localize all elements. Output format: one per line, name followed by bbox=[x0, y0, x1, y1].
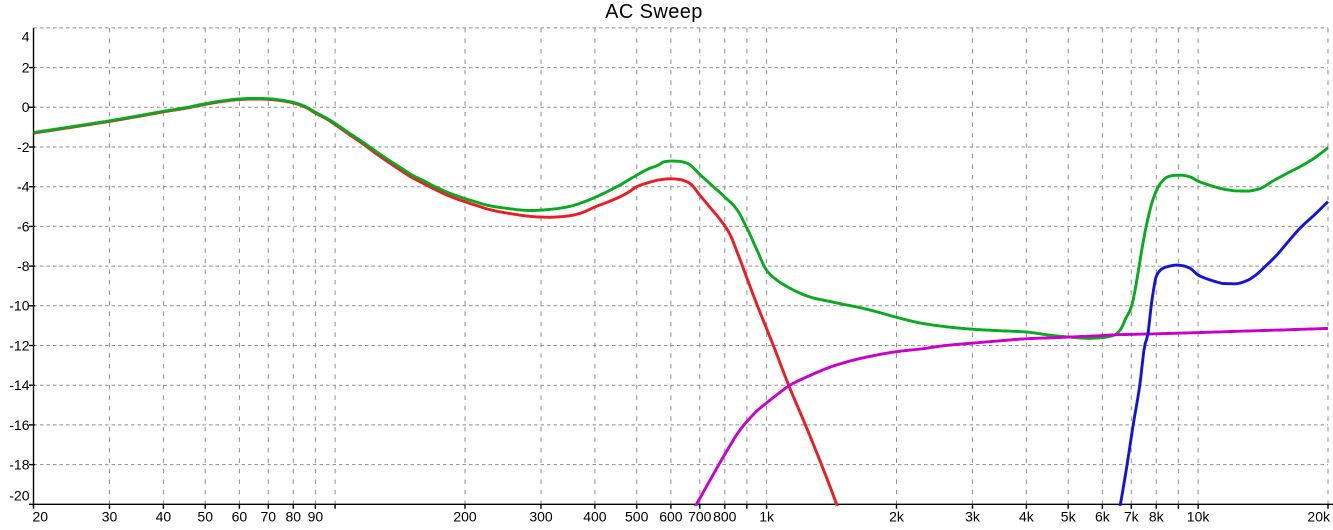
svg-text:-12: -12 bbox=[9, 337, 29, 353]
svg-text:6k: 6k bbox=[1095, 509, 1111, 525]
svg-text:-8: -8 bbox=[17, 258, 30, 274]
svg-text:-10: -10 bbox=[9, 298, 29, 314]
svg-text:20: 20 bbox=[33, 509, 49, 525]
svg-text:5k: 5k bbox=[1061, 509, 1077, 525]
svg-text:1k: 1k bbox=[759, 509, 775, 525]
svg-text:20k: 20k bbox=[1307, 509, 1331, 525]
svg-text:500: 500 bbox=[625, 509, 649, 525]
svg-text:7k: 7k bbox=[1124, 509, 1140, 525]
svg-text:80: 80 bbox=[286, 509, 302, 525]
svg-text:800: 800 bbox=[713, 509, 737, 525]
svg-text:AC Sweep: AC Sweep bbox=[605, 1, 703, 23]
svg-text:8k: 8k bbox=[1149, 509, 1165, 525]
svg-text:10k: 10k bbox=[1187, 509, 1211, 525]
svg-text:600: 600 bbox=[659, 509, 683, 525]
svg-text:700: 700 bbox=[688, 509, 712, 525]
svg-text:-14: -14 bbox=[9, 377, 29, 393]
svg-text:-6: -6 bbox=[17, 218, 30, 234]
svg-text:2: 2 bbox=[22, 60, 30, 76]
svg-text:2k: 2k bbox=[889, 509, 905, 525]
svg-text:-16: -16 bbox=[9, 417, 29, 433]
svg-text:-4: -4 bbox=[17, 179, 30, 195]
svg-text:30: 30 bbox=[102, 509, 118, 525]
svg-text:0: 0 bbox=[22, 99, 30, 115]
svg-text:-18: -18 bbox=[9, 457, 29, 473]
svg-text:4k: 4k bbox=[1019, 509, 1035, 525]
svg-text:200: 200 bbox=[453, 509, 477, 525]
svg-text:50: 50 bbox=[197, 509, 213, 525]
svg-text:-2: -2 bbox=[17, 139, 30, 155]
svg-text:60: 60 bbox=[232, 509, 248, 525]
svg-text:40: 40 bbox=[156, 509, 172, 525]
svg-text:4: 4 bbox=[22, 29, 30, 45]
svg-text:400: 400 bbox=[583, 509, 607, 525]
svg-text:90: 90 bbox=[308, 509, 324, 525]
svg-text:-20: -20 bbox=[9, 488, 29, 504]
svg-text:70: 70 bbox=[261, 509, 277, 525]
svg-text:3k: 3k bbox=[965, 509, 981, 525]
svg-text:300: 300 bbox=[529, 509, 553, 525]
